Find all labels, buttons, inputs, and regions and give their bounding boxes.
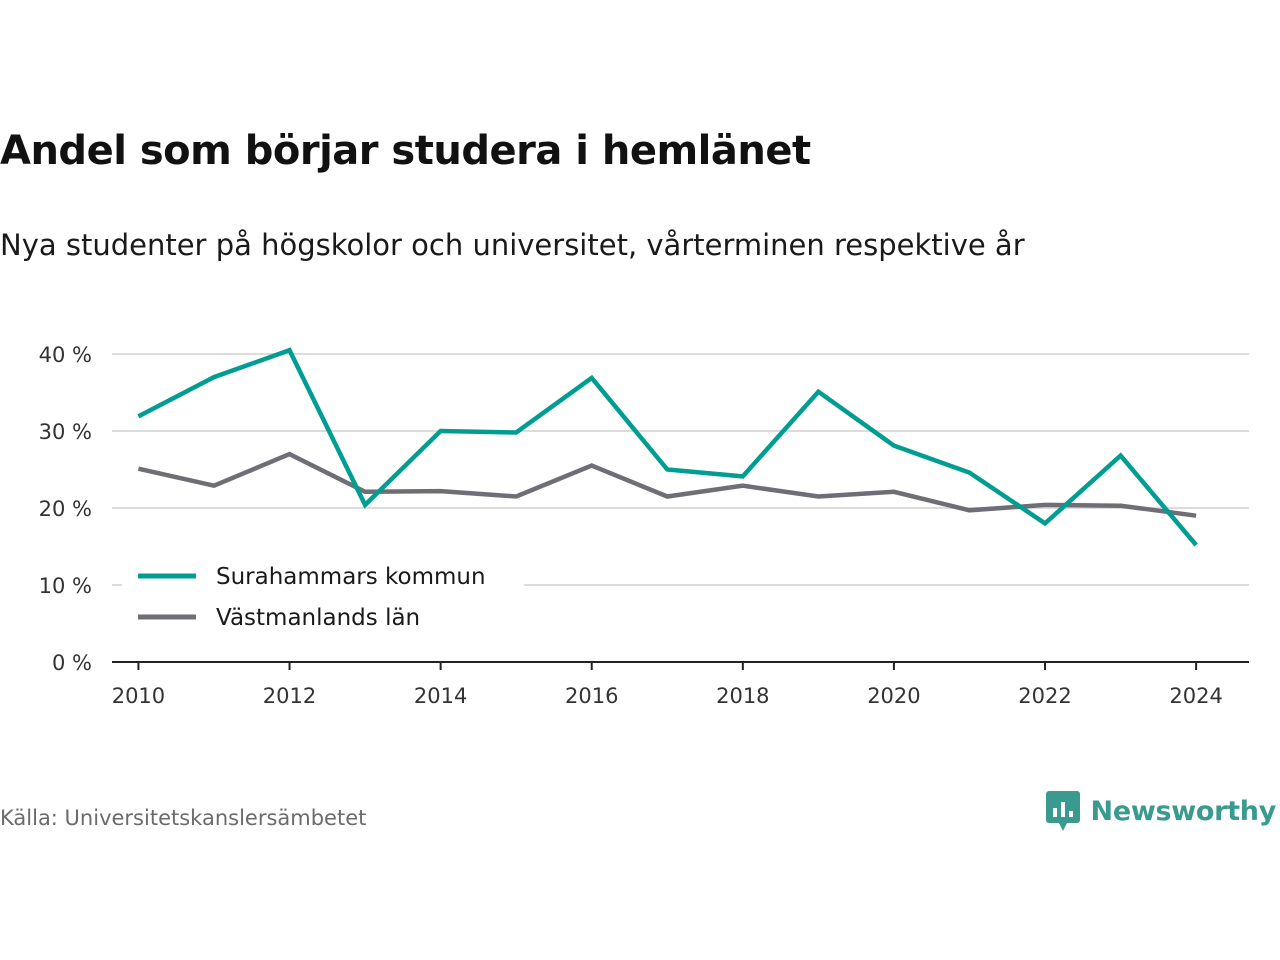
- x-tick-label: 2016: [565, 684, 618, 708]
- y-tick-label: 10 %: [39, 574, 92, 598]
- x-tick-label: 2022: [1018, 684, 1071, 708]
- x-axis-labels: 2010 2012 2014 2016 2018 2020 2022 2024: [112, 684, 1223, 708]
- x-tick-label: 2012: [263, 684, 316, 708]
- chart-subtitle: Nya studenter på högskolor och universit…: [0, 228, 1025, 262]
- brand-logo: Newsworthy: [1045, 790, 1276, 832]
- x-tick-label: 2024: [1169, 684, 1222, 708]
- y-axis-labels: 0 % 10 % 20 % 30 % 40 %: [39, 343, 92, 675]
- y-tick-label: 40 %: [39, 343, 92, 367]
- x-tick-label: 2014: [414, 684, 467, 708]
- series-lines: [137, 347, 1198, 547]
- series-line-surahammar: [137, 347, 1198, 547]
- series-line-vastmanland: [137, 451, 1197, 518]
- y-tick-label: 30 %: [39, 420, 92, 444]
- source-note: Källa: Universitetskanslersämbetet: [0, 806, 367, 830]
- y-tick-label: 0 %: [52, 651, 92, 675]
- brand-name: Newsworthy: [1090, 795, 1277, 827]
- chart-title: Andel som börjar studera i hemlänet: [0, 128, 811, 174]
- x-tick-label: 2018: [716, 684, 769, 708]
- newsworthy-logo-icon: [1045, 791, 1080, 831]
- x-tick-label: 2020: [867, 684, 920, 708]
- legend-label: Surahammars kommun: [216, 564, 486, 590]
- legend: Surahammars kommun Västmanlands län: [122, 552, 524, 642]
- y-tick-label: 20 %: [39, 497, 92, 521]
- x-tick-label: 2010: [112, 684, 165, 708]
- legend-label: Västmanlands län: [216, 605, 420, 631]
- legend-background: [122, 552, 524, 642]
- x-axis-ticks: [137, 662, 1198, 670]
